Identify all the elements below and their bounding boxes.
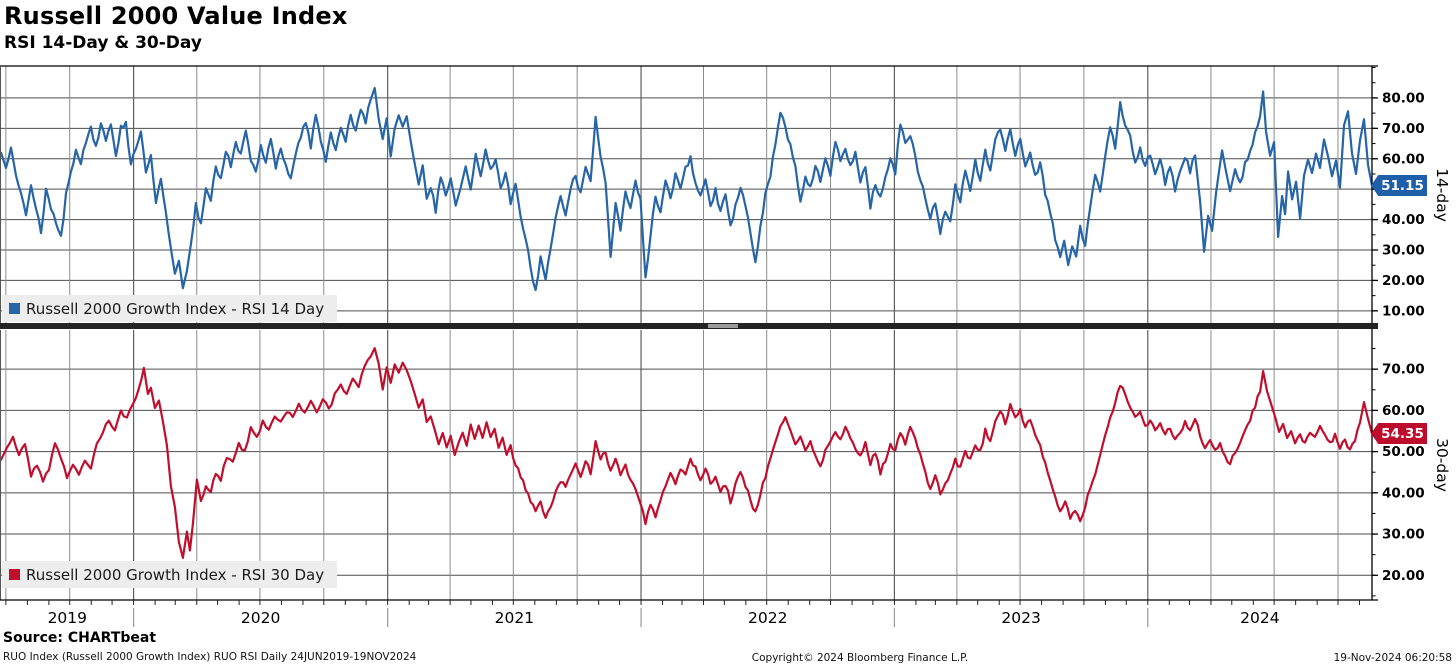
rsi-line-series — [0, 347, 1374, 559]
y-tick-label: 20.00 — [1382, 568, 1425, 584]
panel-divider-handle[interactable] — [708, 324, 738, 328]
legend-rsi-30-day[interactable]: Russell 2000 Growth Index - RSI 30 Day — [2, 561, 337, 588]
last-value-badge-30-day: 54.35 — [1371, 423, 1427, 444]
y-tick-label: 40.00 — [1382, 212, 1425, 228]
x-axis-year-label: 2024 — [1240, 609, 1279, 627]
legend-swatch-red — [9, 569, 20, 580]
y-tick-label: 60.00 — [1382, 151, 1425, 167]
y-tick-label: 50.00 — [1382, 444, 1425, 460]
ticker-meta-text: RUO Index (Russell 2000 Growth Index) RU… — [3, 651, 417, 663]
y-tick-label: 30.00 — [1382, 243, 1425, 259]
panel-divider[interactable] — [0, 323, 1378, 329]
source-text: Source: CHARTbeat — [3, 630, 157, 646]
last-value-badge-14-day: 51.15 — [1371, 175, 1427, 196]
y-tick-label: 20.00 — [1382, 273, 1425, 289]
rsi-line-series — [0, 86, 1374, 292]
legend-swatch-blue — [9, 303, 20, 314]
x-axis-year-label: 2019 — [48, 609, 87, 627]
y-tick-label: 60.00 — [1382, 403, 1425, 419]
legend-label-rsi-14: Russell 2000 Growth Index - RSI 14 Day — [26, 299, 325, 318]
legend-rsi-14-day[interactable]: Russell 2000 Growth Index - RSI 14 Day — [2, 295, 337, 322]
y-tick-label: 70.00 — [1382, 121, 1425, 137]
y-tick-label: 30.00 — [1382, 527, 1425, 543]
x-axis-year-label: 2022 — [748, 609, 787, 627]
y-tick-label: 70.00 — [1382, 362, 1425, 378]
x-axis-year-label: 2020 — [241, 609, 280, 627]
page-subtitle: RSI 14-Day & 30-Day — [4, 33, 202, 53]
y-tick-label: 10.00 — [1382, 303, 1425, 319]
axis-label-30-day: 30-day — [1433, 438, 1451, 492]
timestamp-text: 19-Nov-2024 06:20:58 — [1333, 652, 1452, 664]
x-axis-year-label: 2021 — [495, 609, 534, 627]
legend-label-rsi-30: Russell 2000 Growth Index - RSI 30 Day — [26, 565, 325, 584]
y-tick-label: 40.00 — [1382, 485, 1425, 501]
x-axis-year-label: 2023 — [1001, 609, 1040, 627]
axis-label-14-day: 14-day — [1433, 168, 1451, 222]
copyright-text: Copyright© 2024 Bloomberg Finance L.P. — [751, 652, 969, 664]
page-title: Russell 2000 Value Index — [4, 2, 348, 30]
y-tick-label: 80.00 — [1382, 90, 1425, 106]
